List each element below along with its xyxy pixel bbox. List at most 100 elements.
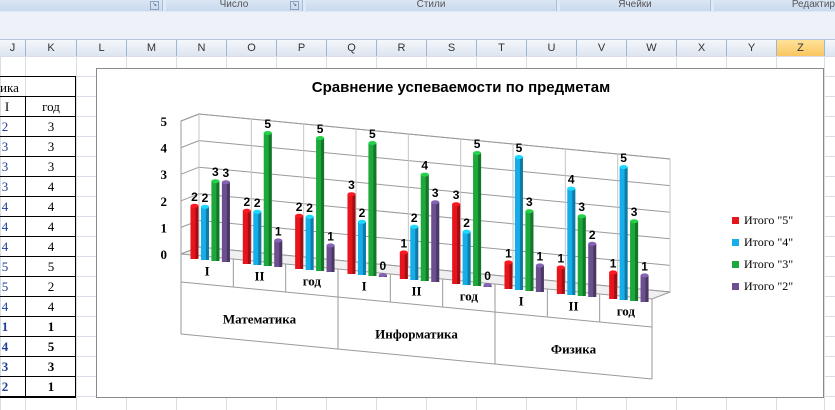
bar[interactable] <box>326 243 335 272</box>
bar-top <box>577 214 586 219</box>
bar[interactable] <box>242 208 251 264</box>
bar[interactable] <box>556 265 565 294</box>
table-cell[interactable]: 5 <box>47 259 55 274</box>
table-cell[interactable]: 3 <box>47 119 55 134</box>
table-cell[interactable]: 5 <box>1 279 9 294</box>
table-cell[interactable]: 4 <box>1 299 9 314</box>
table-cell[interactable]: 4 <box>47 179 55 194</box>
bar[interactable] <box>473 151 482 286</box>
column-header-m[interactable]: M <box>127 40 177 56</box>
column-header-w[interactable]: W <box>627 40 677 56</box>
bar[interactable] <box>190 203 199 259</box>
table-cell[interactable]: 3 <box>47 159 55 174</box>
dialog-launcher-icon[interactable]: ↘ <box>290 1 299 10</box>
bar[interactable] <box>221 180 230 262</box>
bar[interactable] <box>630 219 639 301</box>
data-label: 1 <box>400 236 407 250</box>
bar[interactable] <box>378 273 387 277</box>
table-cell[interactable]: 4 <box>1 239 9 254</box>
table-cell[interactable]: 3 <box>1 359 9 374</box>
column-header-s[interactable]: S <box>427 40 477 56</box>
bar[interactable] <box>368 141 377 276</box>
table-cell[interactable]: 2 <box>47 279 55 294</box>
table-cell[interactable]: 2 <box>1 119 9 134</box>
bar[interactable] <box>504 260 513 289</box>
table-cell[interactable]: 5 <box>1 259 9 274</box>
column-header-v[interactable]: V <box>577 40 627 56</box>
legend-swatch <box>732 216 739 224</box>
table-header-cell[interactable]: год <box>42 99 60 114</box>
bar[interactable] <box>399 250 408 279</box>
table-title-cell[interactable]: ика <box>0 80 19 95</box>
bar[interactable] <box>609 270 618 299</box>
table-cell[interactable]: 4 <box>47 219 55 234</box>
data-label: 5 <box>369 127 376 141</box>
bar[interactable] <box>200 204 209 260</box>
bar[interactable] <box>274 238 283 267</box>
column-header-y[interactable]: Y <box>727 40 777 56</box>
chart-legend[interactable]: Итого "5" Итого "4" Итого "3" Итого "2" <box>732 209 793 297</box>
bar[interactable] <box>535 263 544 292</box>
bar[interactable] <box>431 200 440 282</box>
table-cell[interactable]: 4 <box>47 299 55 314</box>
bar[interactable] <box>347 192 356 274</box>
table-cell[interactable]: 4 <box>47 239 55 254</box>
legend-item[interactable]: Итого "3" <box>732 253 793 275</box>
column-header-k[interactable]: K <box>26 40 77 56</box>
bar[interactable] <box>357 219 366 275</box>
bar[interactable] <box>452 202 461 284</box>
bar[interactable] <box>420 172 429 281</box>
column-header-p[interactable]: P <box>277 40 327 56</box>
dialog-launcher-icon[interactable]: ↘ <box>150 1 159 10</box>
bar[interactable] <box>567 186 576 295</box>
table-cell[interactable]: 3 <box>47 139 55 154</box>
legend-item[interactable]: Итого "5" <box>732 209 793 231</box>
bar[interactable] <box>577 214 586 296</box>
bar-body <box>452 204 461 284</box>
column-header-q[interactable]: Q <box>327 40 377 56</box>
bar[interactable] <box>525 209 534 291</box>
column-header-j[interactable]: J <box>0 40 26 56</box>
legend-swatch <box>732 238 739 246</box>
table-cell[interactable]: 5 <box>47 339 55 354</box>
column-header-n[interactable]: N <box>177 40 227 56</box>
bar[interactable] <box>295 213 304 269</box>
table-cell[interactable]: 1 <box>47 379 55 394</box>
table-cell[interactable]: 4 <box>1 339 9 354</box>
column-header-t[interactable]: T <box>477 40 527 56</box>
column-header-z[interactable]: Z <box>777 40 825 56</box>
table-cell[interactable]: 4 <box>1 199 9 214</box>
legend-item[interactable]: Итого "2" <box>732 275 793 297</box>
bar[interactable] <box>514 155 523 290</box>
table-cell[interactable]: 3 <box>1 179 9 194</box>
table-cell[interactable]: 3 <box>1 139 9 154</box>
table-cell[interactable]: 1 <box>47 319 55 334</box>
column-header-o[interactable]: O <box>227 40 277 56</box>
table-cell[interactable]: 2 <box>1 379 9 394</box>
bar[interactable] <box>253 209 262 265</box>
bar[interactable] <box>305 214 314 270</box>
column-header-x[interactable]: X <box>677 40 727 56</box>
bar[interactable] <box>640 273 649 302</box>
bar-side <box>614 272 618 299</box>
bar[interactable] <box>211 179 220 261</box>
table-header-cell[interactable]: I <box>4 99 10 114</box>
table-cell[interactable]: 4 <box>47 199 55 214</box>
table-cell[interactable]: 3 <box>47 359 55 374</box>
table-cell[interactable]: 4 <box>1 219 9 234</box>
column-header-r[interactable]: R <box>377 40 427 56</box>
column-header-u[interactable]: U <box>527 40 577 56</box>
bar[interactable] <box>588 241 597 297</box>
column-header-l[interactable]: L <box>77 40 127 56</box>
bar[interactable] <box>263 131 272 266</box>
bar[interactable] <box>410 224 419 280</box>
bar[interactable] <box>619 165 628 300</box>
bar[interactable] <box>483 283 492 287</box>
table-cell[interactable]: 3 <box>1 159 9 174</box>
y-tick-label: 2 <box>161 194 168 209</box>
legend-item[interactable]: Итого "4" <box>732 231 793 253</box>
bar[interactable] <box>316 136 325 271</box>
table-cell[interactable]: 1 <box>1 319 9 334</box>
bar[interactable] <box>462 229 471 285</box>
